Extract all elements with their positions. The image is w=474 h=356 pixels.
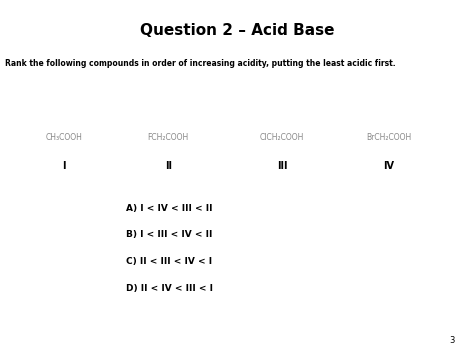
Text: Question 2 – Acid Base: Question 2 – Acid Base [140, 23, 334, 38]
Text: BrCH₂COOH: BrCH₂COOH [366, 132, 411, 142]
Text: A) I < IV < III < II: A) I < IV < III < II [126, 204, 212, 213]
Text: CH₃COOH: CH₃COOH [46, 132, 82, 142]
Text: 3: 3 [450, 336, 455, 345]
Text: I: I [62, 161, 66, 171]
Text: D) II < IV < III < I: D) II < IV < III < I [126, 284, 213, 293]
Text: B) I < III < IV < II: B) I < III < IV < II [126, 230, 212, 240]
Text: Rank the following compounds in order of increasing acidity, putting the least a: Rank the following compounds in order of… [5, 59, 395, 68]
Text: FCH₂COOH: FCH₂COOH [147, 132, 189, 142]
Text: C) II < III < IV < I: C) II < III < IV < I [126, 257, 212, 266]
Text: ClCH₂COOH: ClCH₂COOH [260, 132, 304, 142]
Text: IV: IV [383, 161, 394, 171]
Text: III: III [277, 161, 287, 171]
Text: II: II [165, 161, 172, 171]
